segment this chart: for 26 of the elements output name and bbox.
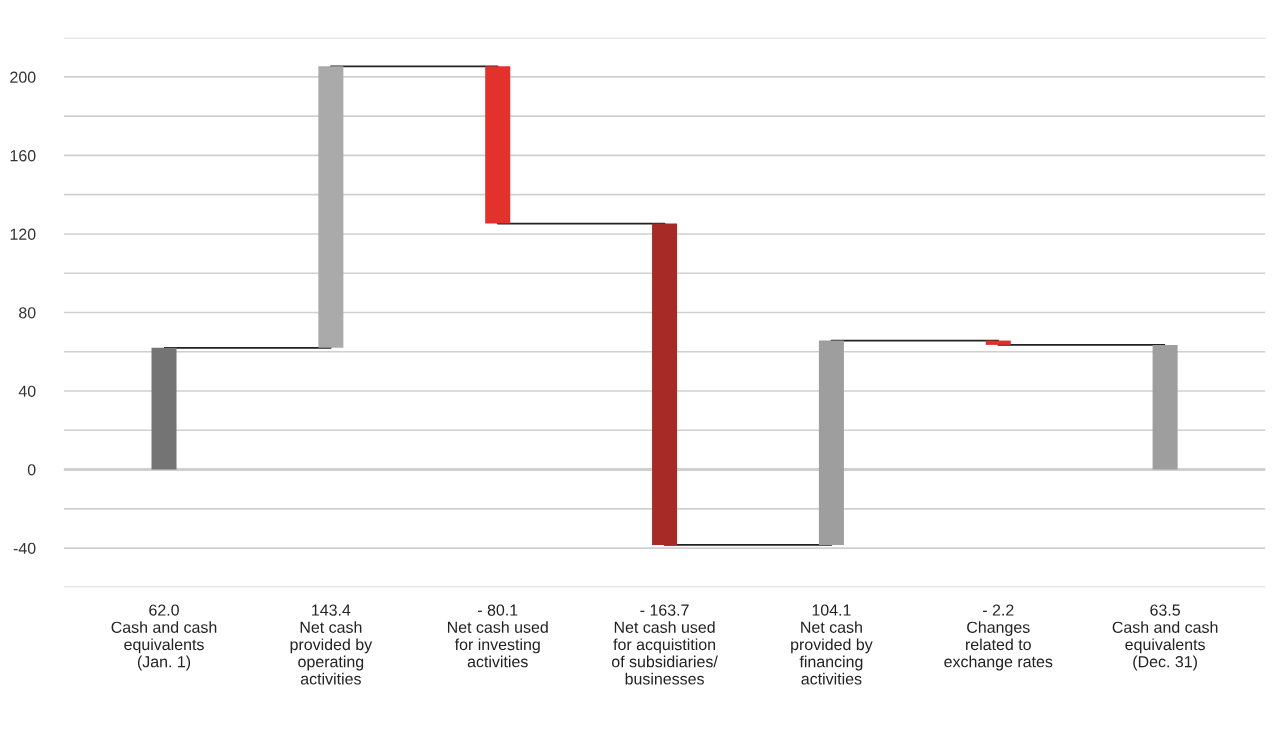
x-tick-label: Cash and cash equivalents (Jan. 1) bbox=[111, 621, 217, 671]
x-tick-label: Net cash provided by operating activities bbox=[290, 621, 373, 685]
data-label: - 163.7 bbox=[640, 604, 689, 616]
y-tick-label: -40 bbox=[13, 542, 36, 555]
bar bbox=[318, 66, 344, 348]
x-tick-label: Net cash used for acquistition of subsidiaries/ businesses bbox=[611, 621, 718, 685]
y-tick-label: 80 bbox=[19, 307, 36, 319]
x-tick-label: Net cash provided by financing activities bbox=[791, 621, 873, 685]
bar bbox=[652, 223, 678, 545]
x-tick-label: Net cash used for investing activities bbox=[447, 621, 548, 668]
data-label: 63.5 bbox=[1150, 604, 1180, 616]
y-tick-label: 40 bbox=[18, 385, 36, 397]
bar bbox=[985, 340, 1011, 345]
y-tick-label: 200 bbox=[10, 71, 36, 83]
y-tick-label: 0 bbox=[27, 464, 36, 476]
bar bbox=[485, 66, 511, 224]
data-label: - 80.1 bbox=[478, 604, 518, 616]
data-label: 143.4 bbox=[312, 604, 351, 616]
y-tick-label: 160 bbox=[10, 150, 36, 162]
bar bbox=[151, 347, 177, 470]
x-tick-label: Changes related to exchange rates bbox=[944, 621, 1053, 671]
y-tick-label: 120 bbox=[10, 228, 36, 240]
data-label: - 2.2 bbox=[982, 604, 1014, 616]
data-label: 104.1 bbox=[812, 604, 851, 616]
x-tick-label: Cash and cash equivalents (Dec. 31) bbox=[1112, 621, 1218, 671]
data-label: 62.0 bbox=[149, 604, 179, 616]
